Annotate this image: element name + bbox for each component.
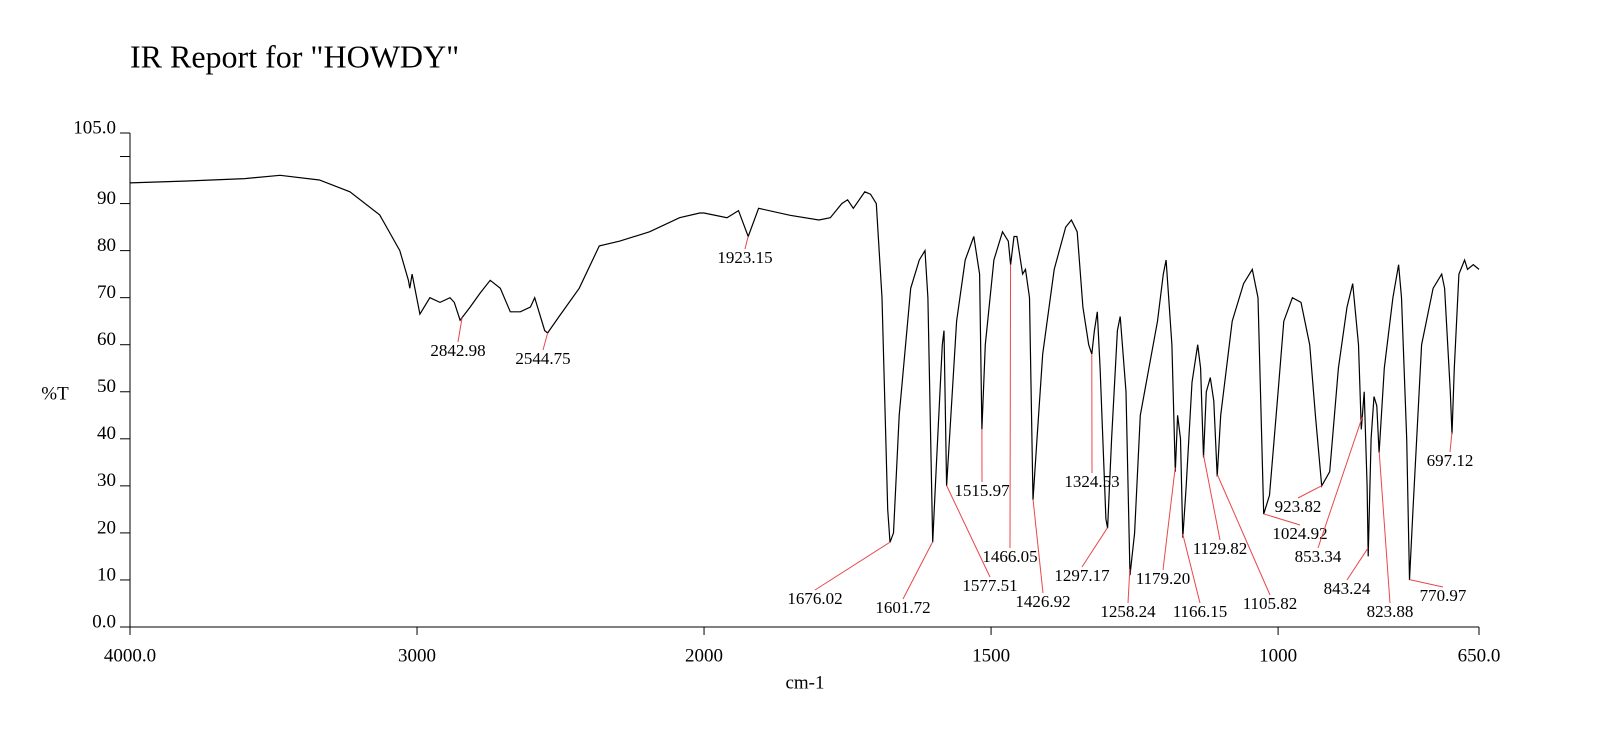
peak-label: 853.34 <box>1295 547 1342 566</box>
x-tick-label: 4000.0 <box>104 645 156 666</box>
peak-leader <box>744 236 749 250</box>
peak-label: 2544.75 <box>515 349 570 368</box>
peak-label: 1515.97 <box>954 481 1010 500</box>
y-tick-label: 10 <box>97 564 116 585</box>
peak-label: 1179.20 <box>1136 569 1191 588</box>
peak-leader <box>1182 533 1201 604</box>
y-axis-label: %T <box>41 383 69 404</box>
peak-leader <box>1162 467 1176 571</box>
peak-label: 1676.02 <box>787 589 842 608</box>
peak-label: 697.12 <box>1427 451 1474 470</box>
peak-leader <box>1409 579 1444 588</box>
peak-label: 1577.51 <box>962 576 1017 595</box>
x-tick-label: 1500 <box>972 645 1010 666</box>
peak-label: 1426.92 <box>1015 592 1070 611</box>
y-tick-label: 50 <box>97 376 116 397</box>
peak-leader <box>1009 264 1012 549</box>
peak-label: 1324.53 <box>1064 472 1119 491</box>
y-tick-label: 90 <box>97 188 116 209</box>
x-axis-label: cm-1 <box>785 672 824 693</box>
peak-label: 1166.15 <box>1173 602 1228 621</box>
peak-leader <box>1297 485 1323 499</box>
peak-label: 1297.17 <box>1054 566 1110 585</box>
peak-leader <box>1081 527 1108 568</box>
x-tick-label: 2000 <box>685 645 723 666</box>
peak-leader <box>1346 547 1369 581</box>
peak-label: 843.24 <box>1324 579 1371 598</box>
peak-leader <box>542 332 549 351</box>
x-tick-label: 1000 <box>1259 645 1297 666</box>
peak-leader <box>1203 455 1221 541</box>
peak-label: 1258.24 <box>1100 602 1156 621</box>
y-tick-label: 105.0 <box>73 117 116 138</box>
peak-label: 1105.82 <box>1243 594 1298 613</box>
x-tick-label: 650.0 <box>1458 645 1501 666</box>
peak-leader <box>1216 474 1271 596</box>
peak-label: 1923.15 <box>717 248 772 267</box>
peak-label: 1024.92 <box>1272 524 1327 543</box>
peak-leader <box>1127 568 1131 604</box>
peak-leader <box>1263 513 1301 526</box>
y-tick-label: 70 <box>97 282 116 303</box>
peak-leader <box>814 541 891 591</box>
peak-leader <box>1317 416 1363 549</box>
x-tick-label: 3000 <box>398 645 436 666</box>
y-tick-label: 0.0 <box>92 611 116 632</box>
peak-leader <box>1449 432 1453 453</box>
peak-label: 923.82 <box>1275 497 1322 516</box>
peak-leader <box>1378 451 1391 604</box>
peak-leader <box>902 541 934 600</box>
peak-leader <box>946 485 991 578</box>
peak-label: 823.88 <box>1367 602 1414 621</box>
peak-label: 2842.98 <box>430 341 485 360</box>
peak-label: 1466.05 <box>982 547 1037 566</box>
y-tick-label: 30 <box>97 470 116 491</box>
y-tick-label: 60 <box>97 329 116 350</box>
y-tick-label: 40 <box>97 423 116 444</box>
spectrum-line <box>129 174 1480 581</box>
peak-leader <box>1032 499 1044 594</box>
peak-label: 1129.82 <box>1193 539 1248 558</box>
peak-label: 770.97 <box>1420 586 1467 605</box>
chart-title: IR Report for "HOWDY" <box>130 38 459 74</box>
peak-label: 1601.72 <box>875 598 930 617</box>
y-tick-label: 20 <box>97 517 116 538</box>
peak-leader <box>457 317 463 343</box>
y-tick-label: 80 <box>97 235 116 256</box>
